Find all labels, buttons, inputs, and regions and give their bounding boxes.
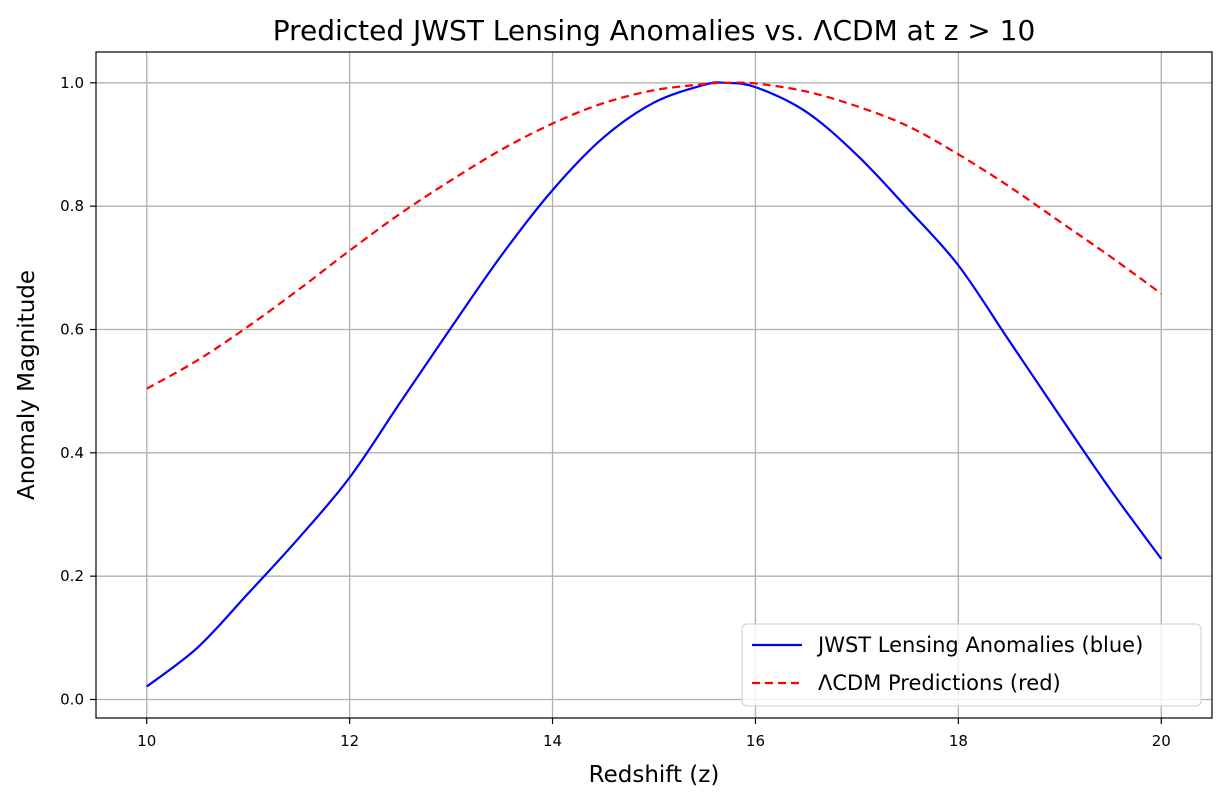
x-tick-label: 16 <box>746 732 765 750</box>
y-tick-label: 1.0 <box>60 74 84 92</box>
legend-label-lcdm: ΛCDM Predictions (red) <box>818 671 1061 695</box>
axis-ticks: 10 12 14 16 18 20 0.0 0.2 0.4 0.6 0.8 1.0 <box>60 74 1171 750</box>
lcdm-predictions-line <box>146 81 1162 390</box>
legend: JWST Lensing Anomalies (blue) ΛCDM Predi… <box>741 623 1202 707</box>
y-tick-label: 0.6 <box>60 321 84 339</box>
y-tick-label: 0.2 <box>60 567 84 585</box>
y-tick-label: 0.0 <box>60 691 84 709</box>
x-tick-label: 10 <box>137 732 156 750</box>
y-tick-label: 0.4 <box>60 444 84 462</box>
y-tick-label: 0.8 <box>60 197 84 215</box>
jwst-lensing-anomalies-line <box>146 81 1163 688</box>
x-tick-label: 20 <box>1152 732 1171 750</box>
x-tick-label: 12 <box>340 732 359 750</box>
legend-label-jwst: JWST Lensing Anomalies (blue) <box>816 633 1143 657</box>
x-tick-label: 18 <box>949 732 968 750</box>
series-lines <box>146 81 1163 688</box>
legend-box <box>741 623 1202 707</box>
chart-title: Predicted JWST Lensing Anomalies vs. ΛCD… <box>273 14 1036 47</box>
plot-area-frame <box>95 51 1213 719</box>
y-axis-label: Anomaly Magnitude <box>14 270 40 500</box>
x-tick-label: 14 <box>543 732 562 750</box>
x-axis-label: Redshift (z) <box>589 762 720 788</box>
